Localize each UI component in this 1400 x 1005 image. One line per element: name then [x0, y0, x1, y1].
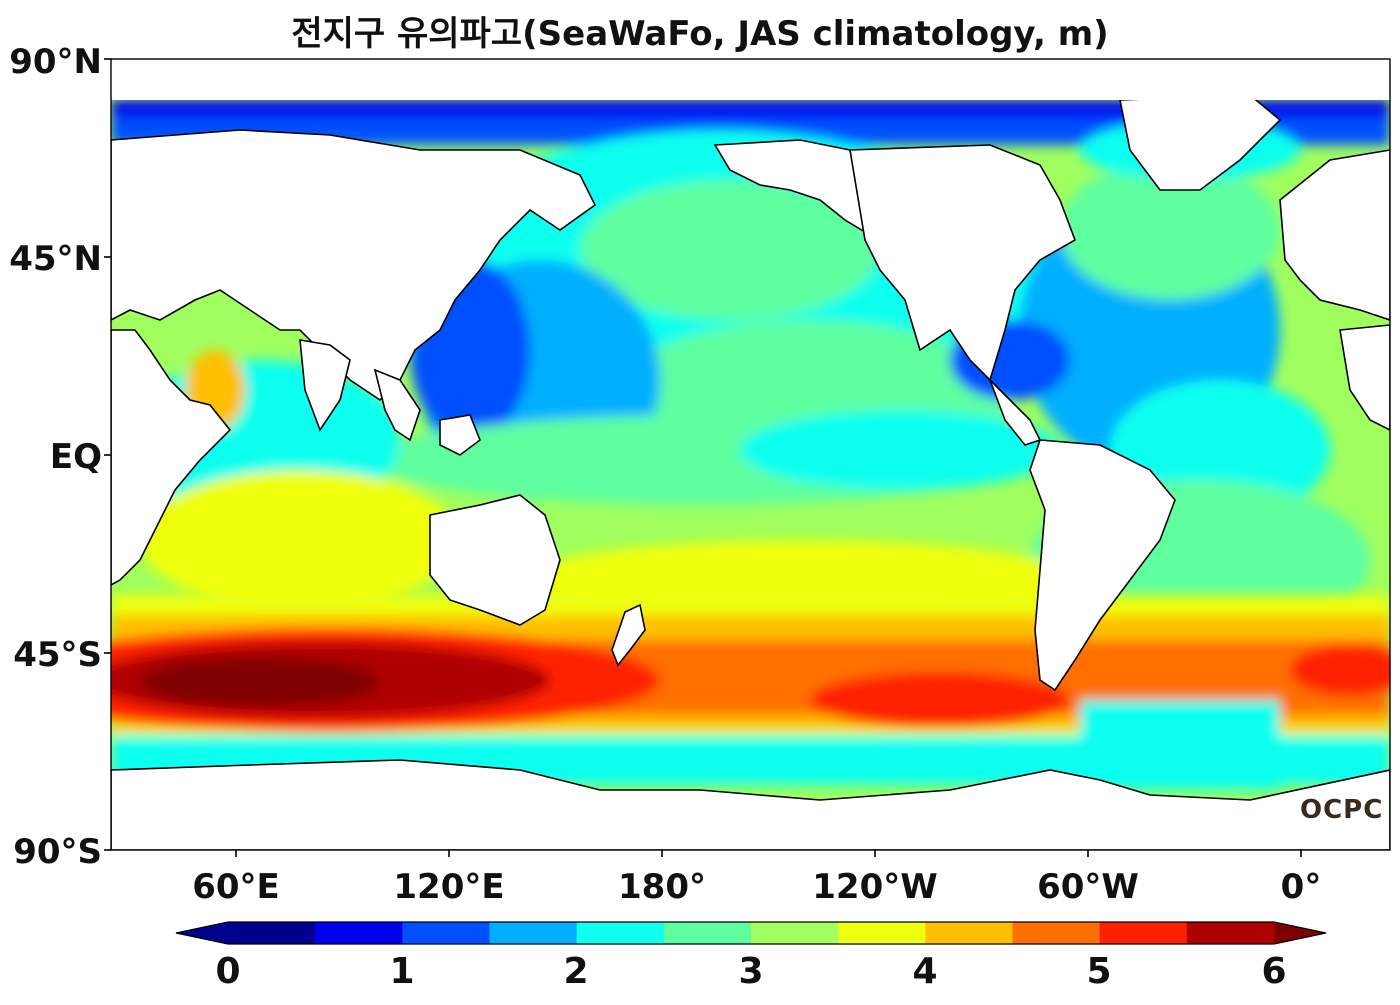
axis-ticks	[104, 58, 1302, 857]
ocpc-logo: OCPC	[1300, 795, 1384, 825]
colorbar-outline	[175, 921, 1327, 945]
colorbar-tick-3: 3	[738, 951, 764, 992]
colorbar-segment	[925, 922, 1013, 944]
colorbar-tick-0: 0	[215, 951, 241, 992]
lon-label-60w: 60°W	[1037, 867, 1139, 907]
lat-label-45s: 45°S	[13, 635, 102, 675]
colorbar-tick-6: 6	[1261, 951, 1287, 992]
colorbar-segment	[228, 922, 316, 944]
lon-label-0: 0°	[1280, 867, 1322, 907]
lat-label-90n: 90°N	[9, 42, 102, 82]
colorbar	[175, 921, 1327, 945]
lon-label-120w: 120°W	[812, 867, 938, 907]
colorbar-tick-1: 1	[389, 951, 415, 992]
colorbar-extend-max	[1274, 922, 1326, 944]
map-title: 전지구 유의파고(SeaWaFo, JAS climatology, m)	[291, 14, 1109, 54]
lat-label-90s: 90°S	[13, 832, 102, 872]
colorbar-extend-min	[176, 922, 228, 944]
colorbar-segment	[402, 922, 490, 944]
colorbar-segment	[489, 922, 578, 944]
lon-label-120e: 120°E	[393, 867, 505, 907]
colorbar-segment	[663, 922, 752, 944]
colorbar-segment	[576, 922, 665, 944]
lat-label-eq: EQ	[49, 437, 102, 477]
colorbar-segment	[838, 922, 926, 944]
colorbar-segment	[1099, 922, 1188, 944]
lat-label-45n: 45°N	[9, 239, 102, 279]
colorbar-segment	[1186, 922, 1275, 944]
colorbar-segment	[751, 922, 839, 944]
lon-label-180: 180°	[618, 867, 706, 907]
colorbar-segment	[1012, 922, 1101, 944]
colorbar-tick-4: 4	[912, 951, 938, 992]
wave-height-field	[111, 59, 1390, 850]
colorbar-tick-5: 5	[1086, 951, 1112, 992]
colorbar-tick-2: 2	[563, 951, 589, 992]
coastlines	[111, 94, 1390, 850]
colorbar-segment	[315, 922, 403, 944]
lon-label-60e: 60°E	[192, 867, 280, 907]
